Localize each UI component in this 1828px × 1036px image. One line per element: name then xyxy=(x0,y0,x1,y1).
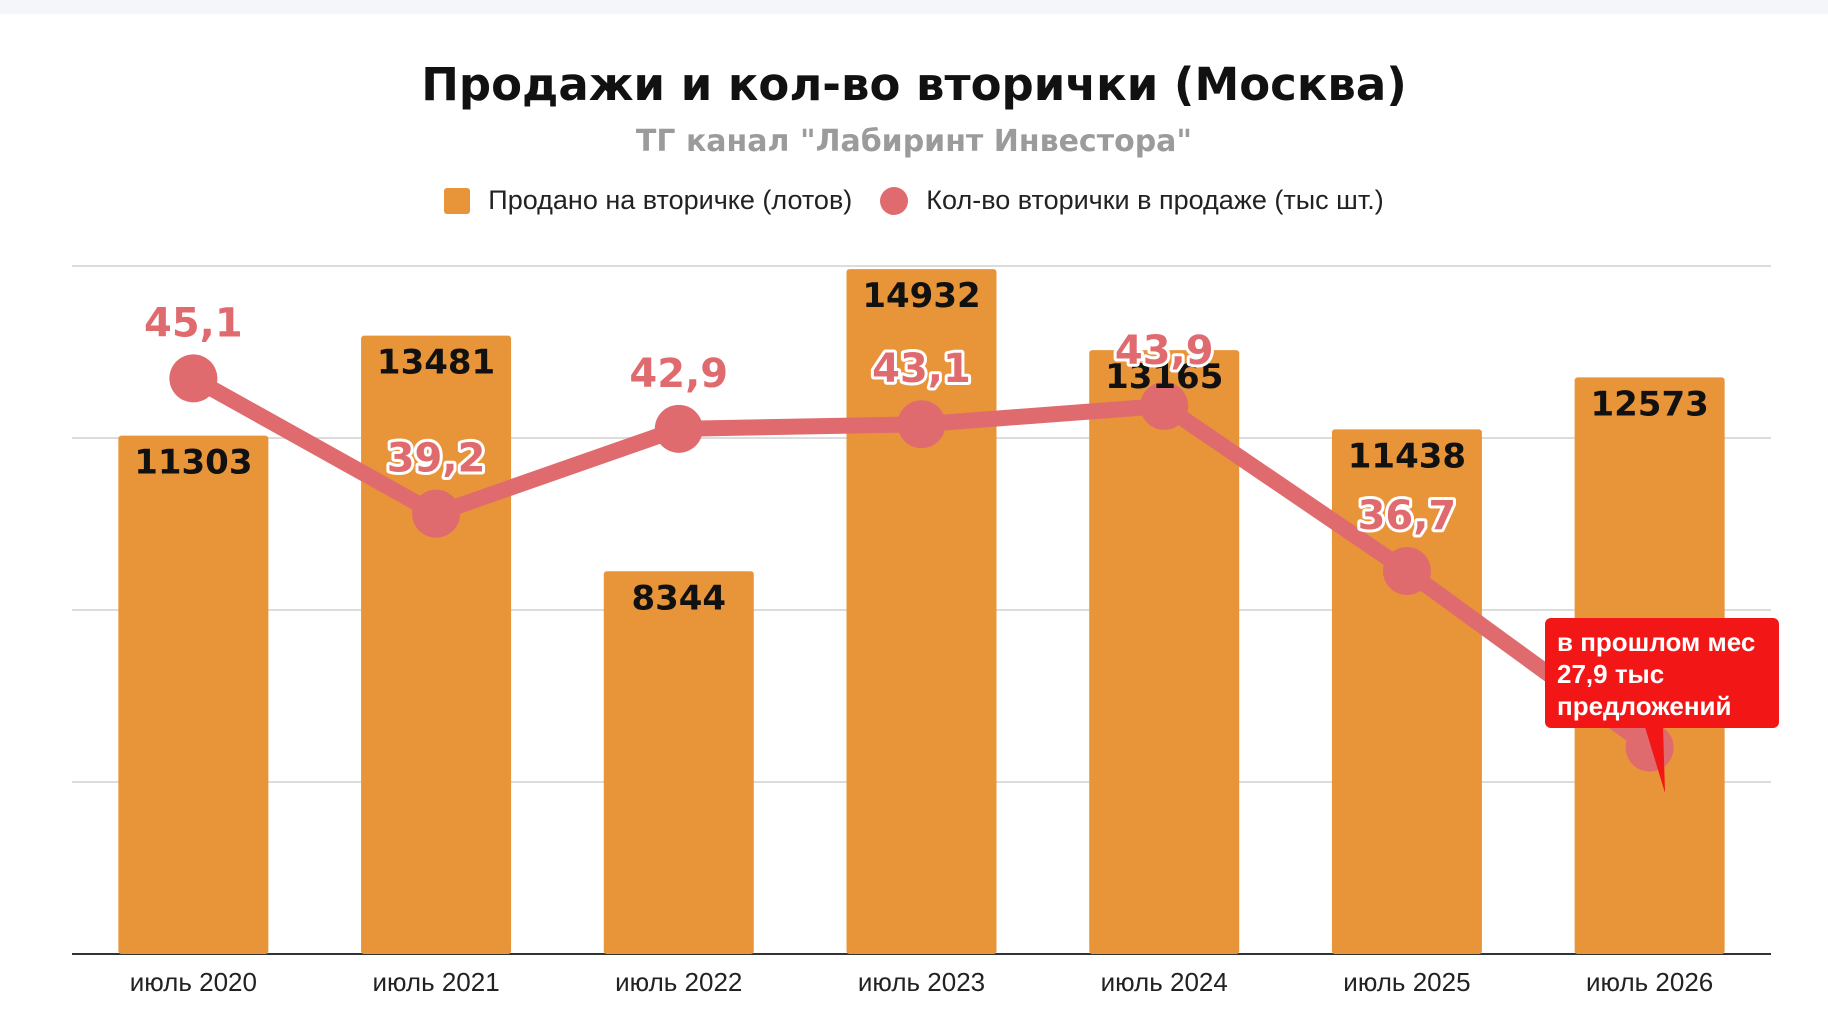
bars xyxy=(118,269,1725,955)
bar-value-label: 12573 xyxy=(1590,384,1708,424)
top-bar xyxy=(0,0,1828,14)
x-tick-label: июль 2024 xyxy=(1101,967,1228,997)
chart-title: Продажи и кол-во вторички (Москва) xyxy=(421,58,1407,111)
bar-value-label: 13165 xyxy=(1105,357,1223,397)
bar xyxy=(846,269,997,955)
bar xyxy=(1331,429,1482,954)
line-value-label: 36,7 xyxy=(1358,493,1457,539)
line-value-label: 39,2 xyxy=(387,436,486,482)
bar xyxy=(1089,350,1240,954)
x-tick-label: июль 2021 xyxy=(372,967,499,997)
line-value-label: 45,1 xyxy=(144,300,243,346)
x-tick-label: июль 2020 xyxy=(130,967,257,997)
line-value-label: 42,9 xyxy=(629,351,728,397)
line-point xyxy=(897,400,946,449)
legend-swatch-dot xyxy=(880,186,909,215)
series-line xyxy=(169,354,1674,772)
bar-value-label: 11438 xyxy=(1348,436,1466,476)
line-point xyxy=(1382,547,1431,596)
x-tick-label: июль 2026 xyxy=(1586,967,1713,997)
annotation-line: 27,9 тыс xyxy=(1557,659,1665,689)
line-point xyxy=(654,404,703,453)
bar-value-label: 11303 xyxy=(134,443,252,483)
legend-label-listings: Кол-во вторички в продаже (тыс шт.) xyxy=(926,185,1384,215)
line-point xyxy=(169,354,218,403)
annotation-line: в прошлом мес xyxy=(1557,627,1756,657)
bar xyxy=(118,435,269,954)
bar-labels: 11303 13481 8344 14932 13165 11438 12573 xyxy=(134,276,1709,618)
bar-value-label: 13481 xyxy=(377,343,495,383)
line-value-label: 43,1 xyxy=(872,346,971,392)
bar xyxy=(361,335,512,954)
bar-value-label: 8344 xyxy=(631,578,726,618)
legend-item-listings[interactable]: Кол-во вторички в продаже (тыс шт.) xyxy=(880,185,1384,216)
annotation-line: предложений xyxy=(1557,691,1732,721)
x-tick-labels: июль 2020 июль 2021 июль 2022 июль 2023 июль… xyxy=(130,967,1714,997)
line-labels: 45,139,242,943,143,936,729 xyxy=(141,297,1680,718)
x-tick-label: июль 2022 xyxy=(615,967,742,997)
chart-subtitle: ТГ канал "Лабиринт Инвестора" xyxy=(635,124,1193,159)
line-point xyxy=(412,489,461,538)
legend: Продано на вторичке (лотов) Кол-во втори… xyxy=(0,185,1828,216)
legend-swatch-bar xyxy=(444,187,471,214)
x-tick-label: июль 2025 xyxy=(1343,967,1470,997)
legend-item-sales[interactable]: Продано на вторичке (лотов) xyxy=(444,185,852,216)
legend-label-sales: Продано на вторичке (лотов) xyxy=(488,185,853,215)
line-value-label: 43,9 xyxy=(1115,328,1214,374)
bar xyxy=(603,571,754,954)
x-tick-label: июль 2023 xyxy=(858,967,985,997)
line-point xyxy=(1625,723,1674,772)
bar-value-label: 14932 xyxy=(862,276,980,316)
annotation-callout: в прошлом мес 27,9 тыс предложений xyxy=(1545,618,1779,728)
line-point xyxy=(1140,381,1189,430)
